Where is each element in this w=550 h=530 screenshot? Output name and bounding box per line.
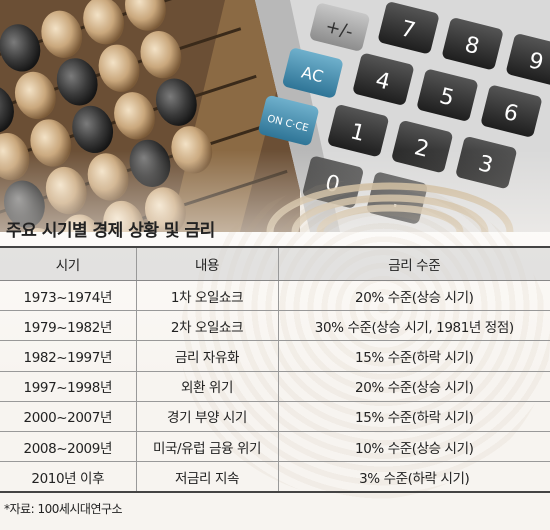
- cell-content: 1차 오일쇼크: [135, 280, 278, 312]
- calc-key-label: 6: [501, 100, 521, 128]
- table-row: 1997~1998년 외환 위기 20% 수준(상승 시기): [0, 371, 550, 402]
- calc-key-label: 5: [437, 84, 457, 112]
- column-header-content: 내용: [135, 246, 278, 281]
- source-note: *자료: 100세시대연구소: [4, 502, 123, 516]
- cell-period: 2010년 이후: [0, 461, 136, 494]
- cell-content: 금리 자유화: [135, 340, 278, 372]
- calc-key-label: 4: [373, 68, 393, 96]
- cell-period: 2008~2009년: [0, 431, 136, 463]
- interest-rate-table: 시기 내용 금리 수준 1973~1974년 1차 오일쇼크 20% 수준(상승…: [0, 246, 550, 494]
- cell-period: 2000~2007년: [0, 401, 136, 432]
- cell-content: 미국/유럽 금융 위기: [135, 431, 278, 463]
- cell-period: 1973~1974년: [0, 280, 136, 312]
- cell-rate: 10% 수준(상승 시기): [277, 431, 550, 463]
- calc-key-label: 9: [526, 48, 546, 76]
- cell-content: 외환 위기: [135, 371, 278, 402]
- cell-rate: 20% 수준(상승 시기): [277, 371, 550, 402]
- cell-rate: 30% 수준(상승 시기, 1981년 정점): [277, 310, 550, 342]
- cell-content: 저금리 지속: [135, 461, 278, 494]
- cell-rate: 3% 수준(하락 시기): [277, 461, 550, 494]
- table-row: 1973~1974년 1차 오일쇼크 20% 수준(상승 시기): [0, 280, 550, 312]
- cell-rate: 15% 수준(하락 시기): [277, 340, 550, 372]
- cell-period: 1982~1997년: [0, 340, 136, 372]
- table-title: 주요 시기별 경제 상황 및 금리: [6, 221, 215, 241]
- column-header-rate: 금리 수준: [277, 246, 550, 281]
- cell-content: 2차 오일쇼크: [135, 310, 278, 342]
- cell-period: 1997~1998년: [0, 371, 136, 402]
- cell-period: 1979~1982년: [0, 310, 136, 342]
- calc-key-label: 1: [348, 119, 368, 147]
- table-row: 1979~1982년 2차 오일쇼크 30% 수준(상승 시기, 1981년 정…: [0, 310, 550, 342]
- table-row: 2010년 이후 저금리 지속 3% 수준(하락 시기): [0, 461, 550, 494]
- column-header-period: 시기: [0, 246, 136, 281]
- cell-rate: 20% 수준(상승 시기): [277, 280, 550, 312]
- calc-key-label: AC: [300, 63, 326, 87]
- cell-rate: 15% 수준(하락 시기): [277, 401, 550, 432]
- cell-content: 경기 부양 시기: [135, 401, 278, 432]
- table-header-row: 시기 내용 금리 수준: [0, 246, 550, 281]
- calc-key-label: 8: [462, 32, 482, 60]
- table-row: 1982~1997년 금리 자유화 15% 수준(하락 시기): [0, 340, 550, 372]
- calc-key-label: 7: [398, 16, 418, 44]
- table-row: 2000~2007년 경기 부양 시기 15% 수준(하락 시기): [0, 401, 550, 432]
- table-row: 2008~2009년 미국/유럽 금융 위기 10% 수준(상승 시기): [0, 431, 550, 463]
